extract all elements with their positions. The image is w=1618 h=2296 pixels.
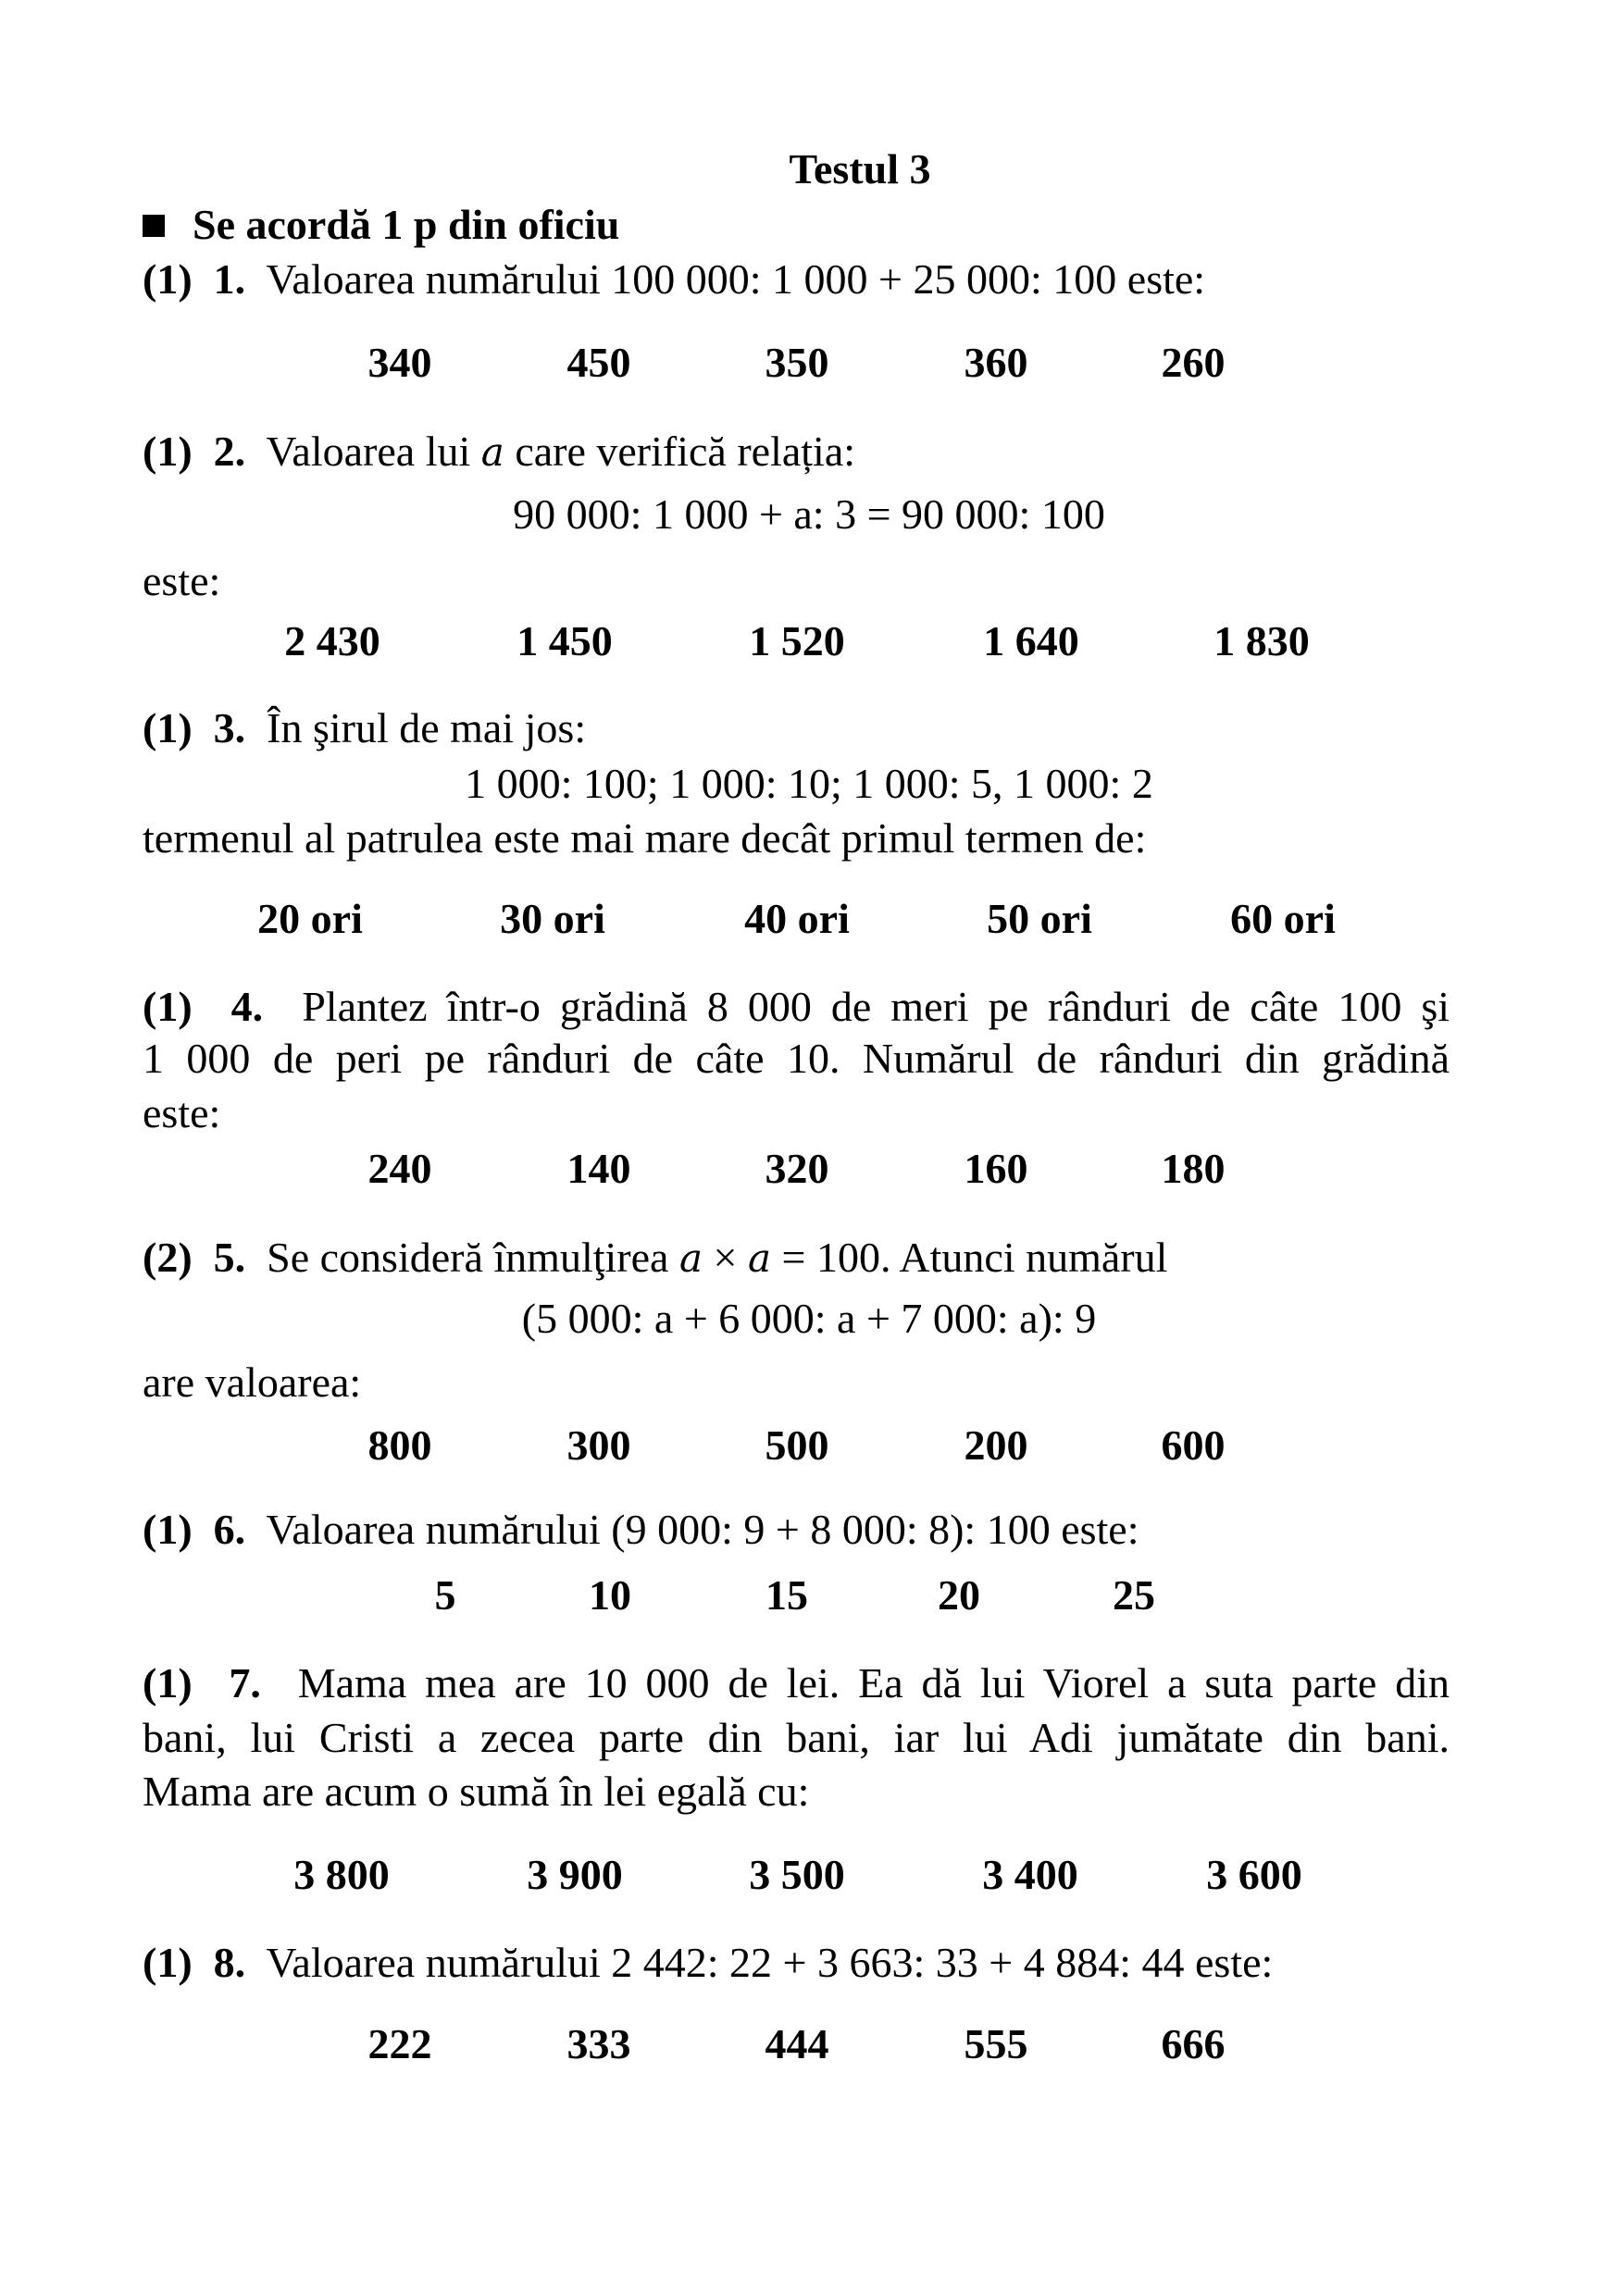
answer-option[interactable]: 1 450 bbox=[517, 617, 613, 664]
answer-option[interactable]: 160 bbox=[964, 1145, 1028, 1192]
answer-option[interactable]: 1 830 bbox=[1214, 617, 1310, 664]
answer-option[interactable]: 1 520 bbox=[749, 617, 845, 664]
answer-option[interactable]: 20 bbox=[938, 1571, 980, 1619]
answer-option[interactable]: 3 600 bbox=[1206, 1851, 1302, 1898]
answer-option[interactable]: 333 bbox=[566, 2020, 631, 2067]
question-points: (1) bbox=[143, 1659, 193, 1706]
answer-option[interactable]: 240 bbox=[367, 1145, 432, 1192]
equation: 90 000: 1 000 + a: 3 = 90 000: 100 bbox=[513, 490, 1105, 538]
question-text: este: bbox=[143, 557, 221, 604]
answer-option[interactable]: 3 800 bbox=[293, 1851, 390, 1898]
question-2-line-2: 90 000: 1 000 + a: 3 = 90 000: 100 bbox=[0, 489, 1618, 540]
question-points: (1) bbox=[143, 1506, 193, 1553]
answer-option[interactable]: 1 640 bbox=[983, 617, 1079, 664]
header-text: Se acordă 1 p din oficiu bbox=[193, 201, 620, 248]
question-text: Valoarea numărului 2 442: 22 + 3 663: 33… bbox=[266, 1939, 1274, 1986]
question-4-line-2: 1 000 de peri pe rânduri de câte 10. Num… bbox=[143, 1033, 1450, 1085]
question-5-line-1: (2) 5. Se consideră înmulţirea a × a = 1… bbox=[143, 1232, 1167, 1285]
question-text: Mama are acum o sumă în lei egală cu: bbox=[143, 1768, 810, 1815]
answer-option[interactable]: 20 ori bbox=[257, 895, 363, 942]
question-text: În şirul de mai jos: bbox=[267, 704, 587, 751]
answer-option[interactable]: 60 ori bbox=[1230, 895, 1336, 942]
answer-option[interactable]: 666 bbox=[1161, 2020, 1226, 2067]
question-3-line-1: (1) 3. În şirul de mai jos: bbox=[143, 702, 586, 754]
answer-option[interactable]: 300 bbox=[566, 1421, 631, 1469]
section-header: Se acordă 1 p din oficiu bbox=[143, 199, 619, 251]
question-number: 6. bbox=[213, 1506, 246, 1553]
answer-option[interactable]: 30 ori bbox=[500, 895, 605, 942]
question-text: Valoarea lui a care verifică relația: bbox=[266, 428, 856, 475]
question-number: 5. bbox=[213, 1234, 246, 1281]
answer-option[interactable]: 260 bbox=[1161, 339, 1226, 386]
question-text: bani, lui Cristi a zecea parte din bani,… bbox=[143, 1714, 1450, 1761]
answer-option[interactable]: 555 bbox=[964, 2020, 1028, 2067]
question-4-line-3: este: bbox=[143, 1087, 220, 1139]
answer-option[interactable]: 200 bbox=[964, 1421, 1028, 1469]
question-text: Plantez într-o grădină 8 000 de meri pe … bbox=[302, 983, 1450, 1030]
question-points: (1) bbox=[143, 255, 193, 303]
answer-option[interactable]: 10 bbox=[589, 1571, 631, 1619]
question-text: Valoarea numărului 100 000: 1 000 + 25 0… bbox=[266, 255, 1206, 303]
answer-option[interactable]: 15 bbox=[765, 1571, 808, 1619]
question-2-line-3: este: bbox=[143, 555, 220, 607]
question-3-line-3: termenul al patrulea este mai mare decât… bbox=[143, 813, 1146, 864]
answer-option[interactable]: 140 bbox=[566, 1145, 631, 1192]
question-points: (1) bbox=[143, 704, 193, 751]
question-2-line-1: (1) 2. Valoarea lui a care verifică rela… bbox=[143, 426, 855, 478]
question-number: 2. bbox=[213, 428, 246, 475]
answer-option[interactable]: 340 bbox=[367, 339, 432, 386]
answer-option[interactable]: 450 bbox=[566, 339, 631, 386]
question-text: 1 000 de peri pe rânduri de câte 10. Num… bbox=[143, 1035, 1450, 1082]
question-text: este: bbox=[143, 1089, 221, 1136]
black-square-bullet-icon bbox=[143, 215, 165, 237]
question-text: termenul al patrulea este mai mare decât… bbox=[143, 814, 1147, 862]
answer-option[interactable]: 5 bbox=[434, 1571, 456, 1619]
question-4-line-1: (1) 4. Plantez într-o grădină 8 000 de m… bbox=[143, 981, 1450, 1033]
page-title: Testul 3 bbox=[789, 145, 931, 192]
question-text: Mama mea are 10 000 de lei. Ea dă lui Vi… bbox=[297, 1659, 1450, 1706]
answer-option[interactable]: 3 900 bbox=[527, 1851, 623, 1898]
question-5-line-2: (5 000: a + 6 000: a + 7 000: a): 9 bbox=[0, 1293, 1618, 1345]
answer-option[interactable]: 350 bbox=[765, 339, 829, 386]
question-number: 7. bbox=[229, 1659, 261, 1706]
answer-option[interactable]: 320 bbox=[765, 1145, 829, 1192]
answer-option[interactable]: 444 bbox=[765, 2020, 829, 2067]
question-7-line-1: (1) 7. Mama mea are 10 000 de lei. Ea dă… bbox=[143, 1657, 1450, 1709]
question-8-line-1: (1) 8. Valoarea numărului 2 442: 22 + 3 … bbox=[143, 1937, 1273, 1989]
answer-option[interactable]: 500 bbox=[765, 1421, 829, 1469]
answer-option[interactable]: 3 500 bbox=[749, 1851, 845, 1898]
answer-option[interactable]: 2 430 bbox=[284, 617, 380, 664]
question-text: Se consideră înmulţirea a × a = 100. Atu… bbox=[267, 1234, 1168, 1281]
answer-option[interactable]: 3 400 bbox=[982, 1851, 1078, 1898]
question-3-line-2: 1 000: 100; 1 000: 10; 1 000: 5, 1 000: … bbox=[0, 758, 1618, 810]
question-text: are valoarea: bbox=[143, 1359, 362, 1406]
question-number: 4. bbox=[230, 983, 264, 1030]
question-5-line-3: are valoarea: bbox=[143, 1357, 361, 1409]
question-number: 1. bbox=[213, 255, 246, 303]
question-text: Valoarea numărului (9 000: 9 + 8 000: 8)… bbox=[266, 1506, 1139, 1553]
question-1-line-1: (1) 1. Valoarea numărului 100 000: 1 000… bbox=[143, 254, 1205, 305]
question-points: (2) bbox=[143, 1234, 193, 1281]
answer-option[interactable]: 180 bbox=[1161, 1145, 1226, 1192]
question-7-line-2: bani, lui Cristi a zecea parte din bani,… bbox=[143, 1712, 1450, 1764]
question-points: (1) bbox=[143, 983, 193, 1030]
question-7-line-3: Mama are acum o sumă în lei egală cu: bbox=[143, 1766, 809, 1818]
answer-option[interactable]: 800 bbox=[367, 1421, 432, 1469]
question-6-line-1: (1) 6. Valoarea numărului (9 000: 9 + 8 … bbox=[143, 1504, 1139, 1556]
question-number: 3. bbox=[213, 704, 246, 751]
answer-option[interactable]: 600 bbox=[1161, 1421, 1226, 1469]
answer-option[interactable]: 360 bbox=[964, 339, 1028, 386]
question-number: 8. bbox=[213, 1939, 246, 1986]
equation: (5 000: a + 6 000: a + 7 000: a): 9 bbox=[521, 1295, 1097, 1342]
answer-option[interactable]: 40 ori bbox=[744, 895, 850, 942]
answer-option[interactable]: 25 bbox=[1113, 1571, 1155, 1619]
answer-option[interactable]: 50 ori bbox=[987, 895, 1092, 942]
answer-option[interactable]: 222 bbox=[367, 2020, 432, 2067]
equation: 1 000: 100; 1 000: 10; 1 000: 5, 1 000: … bbox=[465, 760, 1153, 807]
question-points: (1) bbox=[143, 1939, 193, 1986]
question-points: (1) bbox=[143, 428, 193, 475]
